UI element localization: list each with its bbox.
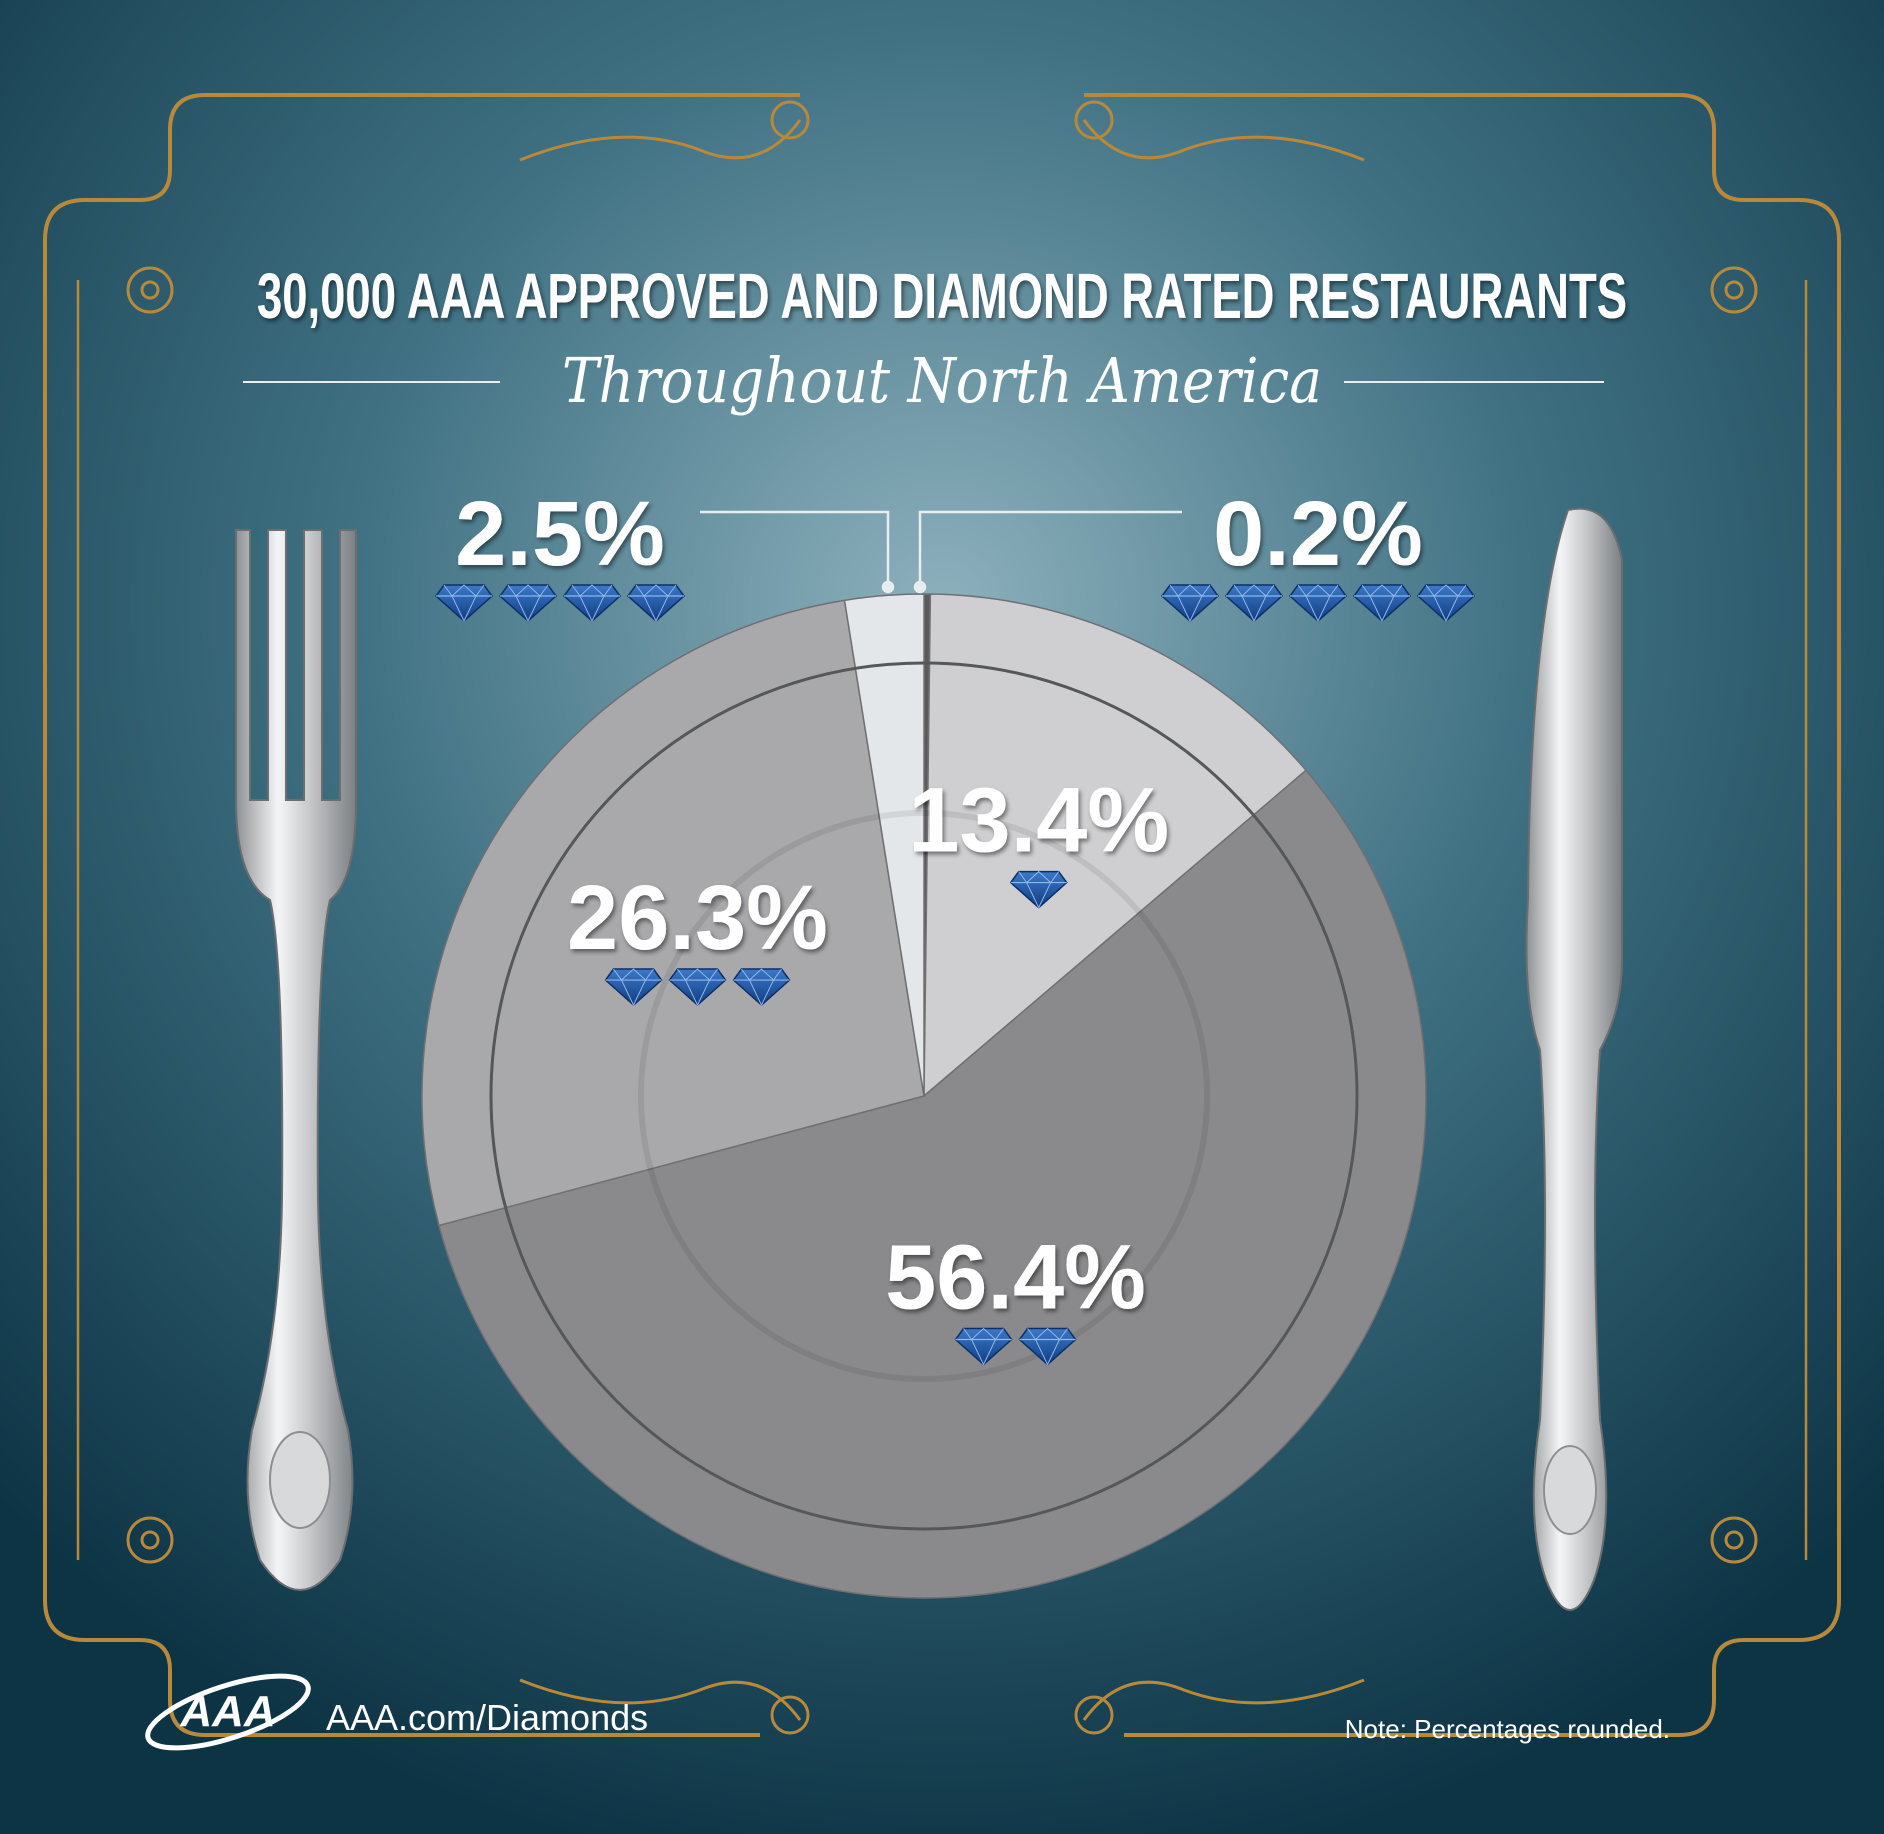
knife-icon xyxy=(1525,507,1623,1611)
frame-scroll-icon xyxy=(126,100,1758,1735)
footer-note: Note: Percentages rounded. xyxy=(1345,1714,1670,1744)
aaa-logo-icon: AAA xyxy=(145,1673,311,1751)
plate-well xyxy=(638,810,1210,1382)
slice-label-3: 26.3% xyxy=(567,867,828,969)
leader-lines xyxy=(700,510,1182,594)
slice-labels: 0.2% 13.4% 56.4% 26.3% 2.5% xyxy=(435,483,1475,1366)
slice-label-0: 0.2% xyxy=(1213,483,1423,585)
slice-label-4: 2.5% xyxy=(455,483,665,585)
footer-url-link[interactable]: AAA.com/Diamonds xyxy=(326,1697,648,1738)
pie-chart xyxy=(421,593,1427,1599)
pie-slice-1 xyxy=(923,593,1308,1098)
pie-slice-4 xyxy=(843,593,925,1097)
plate-rim xyxy=(489,661,1359,1531)
slice-label-2: 56.4% xyxy=(885,1227,1146,1329)
pie-slice-2 xyxy=(438,769,1427,1599)
page-title: 30,000 AAA APPROVED AND DIAMOND RATED RE… xyxy=(257,260,1627,332)
pie-slice-3 xyxy=(421,599,925,1227)
ornate-frame xyxy=(43,93,1841,1737)
slice-label-1: 13.4% xyxy=(908,770,1169,872)
page-subtitle: Throughout North America xyxy=(562,344,1322,417)
fork-icon xyxy=(235,529,357,1591)
aaa-logo-text: AAA xyxy=(179,1687,275,1736)
